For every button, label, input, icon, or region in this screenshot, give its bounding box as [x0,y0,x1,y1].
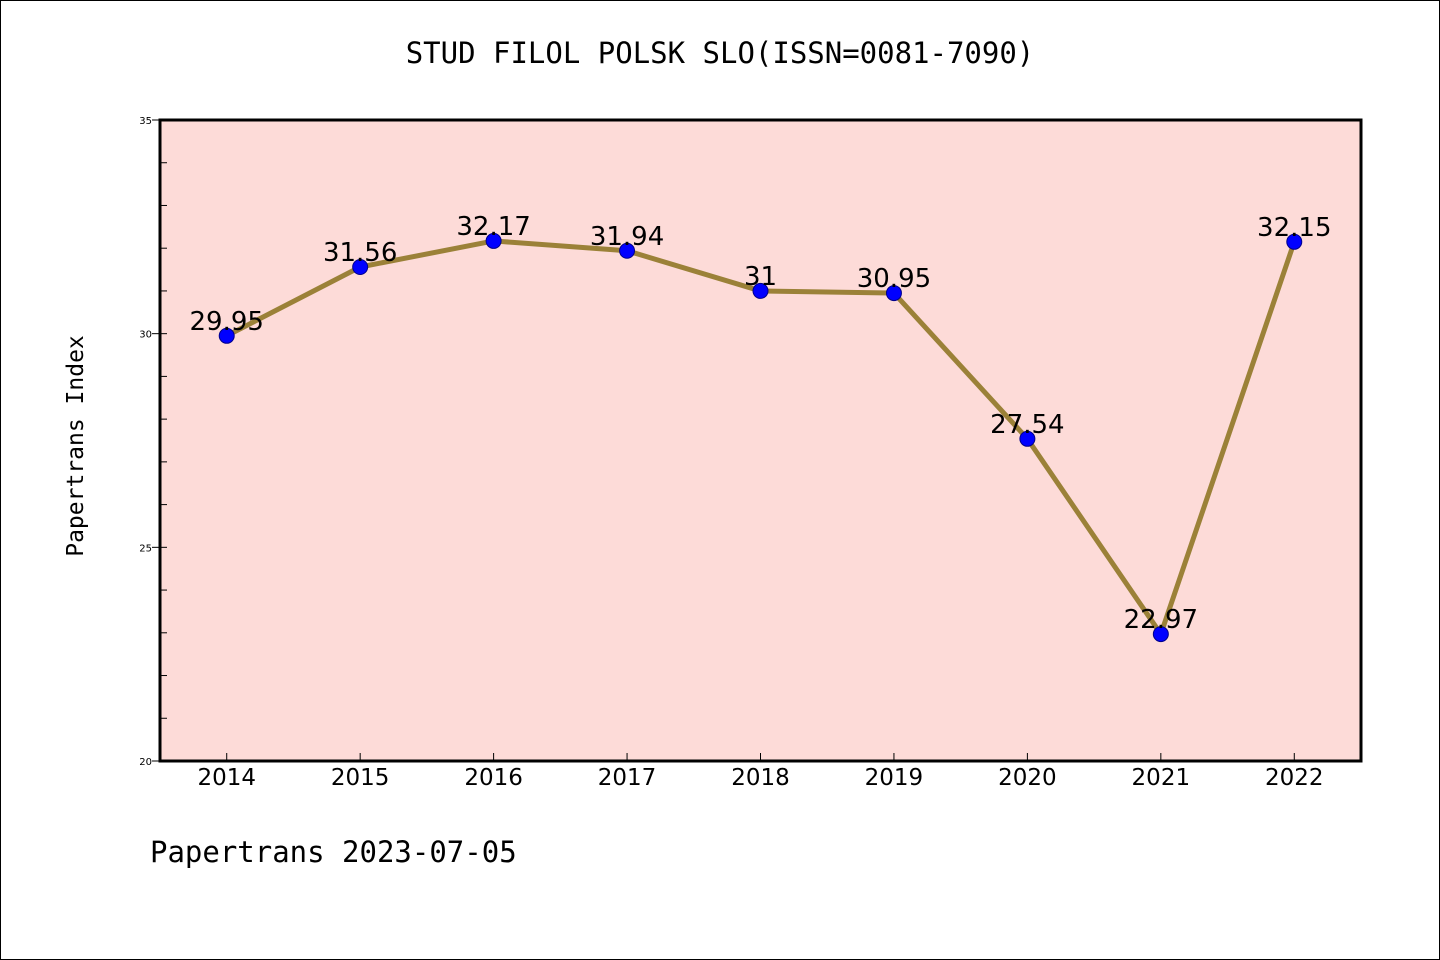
plot-border [158,118,1363,763]
x-tick-label: 2021 [1132,765,1191,791]
data-label: 32.17 [456,212,530,242]
data-point [1286,233,1303,250]
data-point [752,282,769,299]
data-labels: 29.95 31.56 32.17 31.94 31 30.95 27.54 22.97 32.… [190,212,1332,635]
x-tick-label: 2016 [464,765,523,791]
data-label: 22.97 [1124,605,1198,635]
data-point [885,285,902,302]
data-point [1019,430,1036,447]
data-label: 31 [744,262,777,292]
x-tick-label: 2015 [331,765,390,791]
data-point [352,259,369,276]
data-points [218,232,1303,643]
x-tick-label: 2014 [197,765,256,791]
y-tick-label: 30 [139,330,152,341]
x-tick-label: 2018 [731,765,790,791]
data-label: 30.95 [857,264,931,294]
data-point [485,232,502,249]
data-label: 31.94 [590,222,664,252]
y-tick-label: 25 [139,543,152,554]
data-point [218,327,235,344]
data-label: 29.95 [190,307,264,337]
data-label: 27.54 [990,410,1064,440]
x-tick-label: 2022 [1265,765,1324,791]
data-label: 31.56 [323,238,397,268]
y-tick-label: 35 [139,116,152,127]
x-axis: 2014 2015 2016 2017 2018 2019 2020 2021 2022 [197,753,1324,791]
data-point [619,242,636,259]
data-label: 32.15 [1257,213,1331,243]
chart-title: STUD FILOL POLSK SLO(ISSN=0081-7090) [405,36,1035,70]
x-tick-label: 2020 [998,765,1057,791]
footer-note: Papertrans 2023-07-05 [150,835,517,869]
data-point [1152,626,1169,643]
plot-area [160,120,1361,761]
y-tick-label: 20 [139,757,152,768]
x-tick-label: 2019 [865,765,924,791]
x-tick-label: 2017 [598,765,657,791]
